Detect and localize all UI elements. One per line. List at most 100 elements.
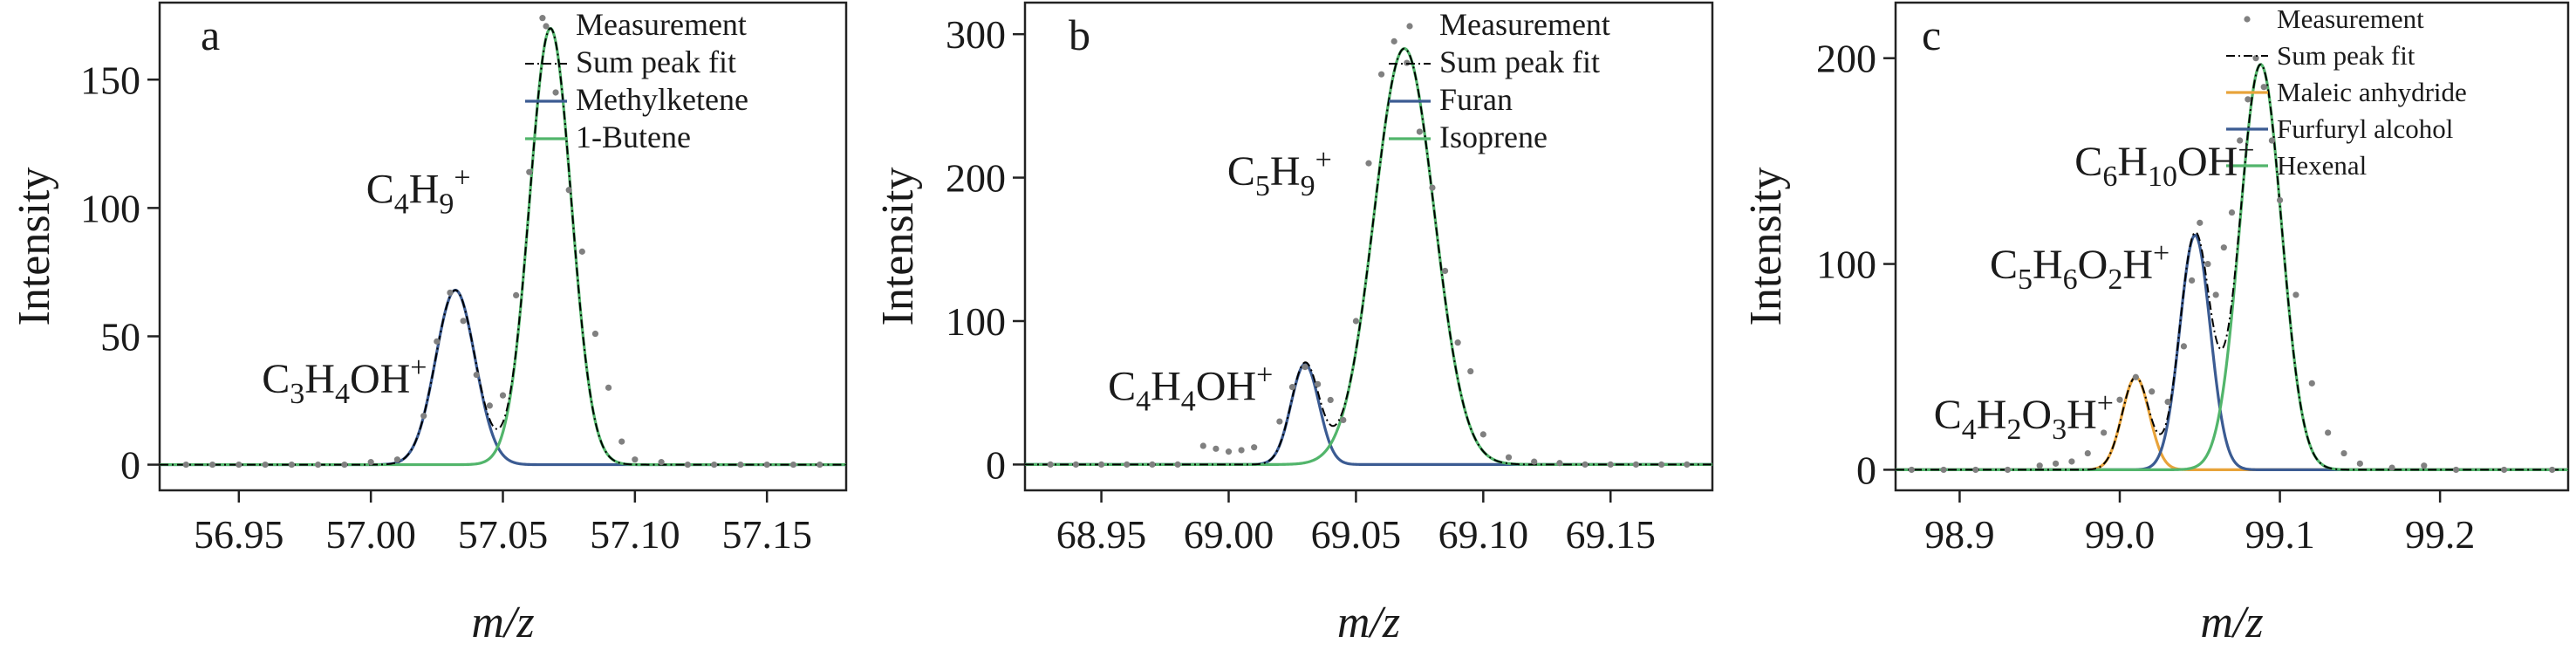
measurement-point (2452, 466, 2460, 474)
peak-annotation: C4H4OH+ (1108, 359, 1273, 417)
legend-entry: Measurement (1439, 7, 1610, 42)
x-tick-label: 99.1 (2245, 512, 2315, 557)
measurement-point (2164, 398, 2171, 406)
chart-panel-c: 98.9 99.0 99.1 99.2 0 100 200 m/z Intensity c Meas… (1741, 1, 2570, 647)
plot-frame (1023, 1, 1714, 492)
measurement-point (1327, 396, 1334, 404)
measurement-point (2245, 96, 2251, 103)
measurement-point (341, 461, 348, 469)
measurement-point (1276, 418, 1283, 425)
measurement-point (288, 461, 295, 469)
measurement-point (513, 291, 520, 298)
peak-annotation: C6H10OH+ (2074, 134, 2254, 193)
y-tick-label: 0 (1856, 448, 1876, 492)
measurement-point (1454, 339, 1461, 346)
measurement-point (591, 330, 599, 338)
measurement-point (434, 338, 441, 345)
measurement-point (1429, 184, 1436, 191)
x-tick-label: 57.15 (721, 512, 812, 557)
y-tick-label: 100 (946, 299, 1006, 344)
peak-annotation: C4H2O3H+ (1934, 387, 2114, 446)
measurement-point (658, 459, 665, 466)
plot-area (1025, 38, 1712, 469)
measurement-point (1479, 431, 1486, 438)
measurement-point (2204, 260, 2211, 268)
measurement-point (1238, 447, 1245, 454)
measurement-point (1072, 461, 1079, 469)
measurement-point (1124, 461, 1131, 469)
measurement-point (618, 438, 625, 445)
measurement-point (2180, 343, 2188, 350)
x-tick-label: 57.10 (590, 512, 680, 557)
measurement-point (1352, 318, 1360, 325)
measurement-point (1149, 461, 1156, 469)
legend-marker-measurement (2244, 16, 2251, 23)
measurement-point (1505, 454, 1513, 461)
chart-panel-a: 56.95 57.00 57.05 57.10 57.15 0 50 100 150 m/z Int… (10, 1, 848, 647)
measurement-point (2340, 449, 2347, 457)
y-axis-label: Intensity (1741, 168, 1791, 326)
measurement-point (711, 461, 718, 469)
x-tick-label: 69.15 (1566, 512, 1657, 557)
x-tick-label: 57.00 (325, 512, 416, 557)
measurement-point (684, 461, 691, 469)
peak-annotation: C3H4OH+ (262, 352, 427, 410)
y-tick-label: 50 (100, 314, 140, 359)
measurement-point (2220, 244, 2227, 251)
measurement-point (182, 461, 189, 469)
measurement-point (1365, 160, 1372, 167)
plot-frame (1894, 1, 2570, 492)
x-tick-label: 98.9 (1924, 512, 1995, 557)
measurement-point (2237, 137, 2244, 144)
measurement-point (565, 187, 572, 194)
x-tick-label: 99.0 (2085, 512, 2156, 557)
measurement-point (2325, 429, 2332, 436)
x-tick-label: 68.95 (1056, 512, 1147, 557)
x-tick-label: 69.05 (1311, 512, 1402, 557)
measurement-point (2212, 291, 2219, 298)
measurement-point (737, 461, 744, 469)
measurement-point (1416, 128, 1423, 135)
measurement-point (1302, 364, 1308, 371)
legend-entry: Furan (1439, 82, 1513, 117)
measurement-point (763, 461, 770, 469)
measurement-point (2549, 466, 2556, 474)
measurement-point (2308, 380, 2315, 387)
measurement-point (2260, 84, 2267, 91)
measurement-point (2101, 429, 2108, 436)
measurement-point (1632, 461, 1640, 469)
legend-entry: Sum peak fit (576, 44, 736, 79)
measurement-point (1097, 461, 1105, 469)
x-axis-label: m/z (2200, 598, 2263, 647)
y-tick-label: 100 (80, 186, 140, 230)
measurement-point (2084, 449, 2091, 457)
legend-entry: Sum peak fit (1439, 44, 1600, 79)
measurement-point (1658, 461, 1665, 469)
x-tick-label: 57.05 (458, 512, 549, 557)
x-tick-label: 99.2 (2405, 512, 2476, 557)
measurement-point (1174, 461, 1181, 469)
peak-annotation: C5H6O2H+ (1990, 237, 2169, 296)
measurement-point (578, 248, 585, 255)
measurement-point (420, 413, 427, 420)
legend-entry: Measurement (576, 7, 747, 42)
y-tick-label: 200 (946, 156, 1006, 201)
measurement-point (1582, 461, 1589, 469)
measurement-point (1908, 466, 1915, 474)
measurement-point (2356, 460, 2363, 467)
measurement-point (1390, 38, 1397, 44)
measurement-point (2068, 458, 2075, 465)
x-axis-label: m/z (1337, 598, 1400, 647)
measurement-point (1047, 461, 1054, 469)
x-tick-label: 56.95 (194, 512, 284, 557)
measurement-point (208, 461, 216, 469)
measurement-point (1556, 460, 1563, 467)
legend-entry: 1-Butene (576, 120, 691, 154)
legend-marker-measurement (1406, 23, 1413, 30)
measurement-point (1441, 267, 1449, 275)
y-tick-label: 100 (1816, 243, 1876, 287)
measurement-point (2132, 373, 2139, 380)
measurement-point (1340, 416, 1347, 424)
